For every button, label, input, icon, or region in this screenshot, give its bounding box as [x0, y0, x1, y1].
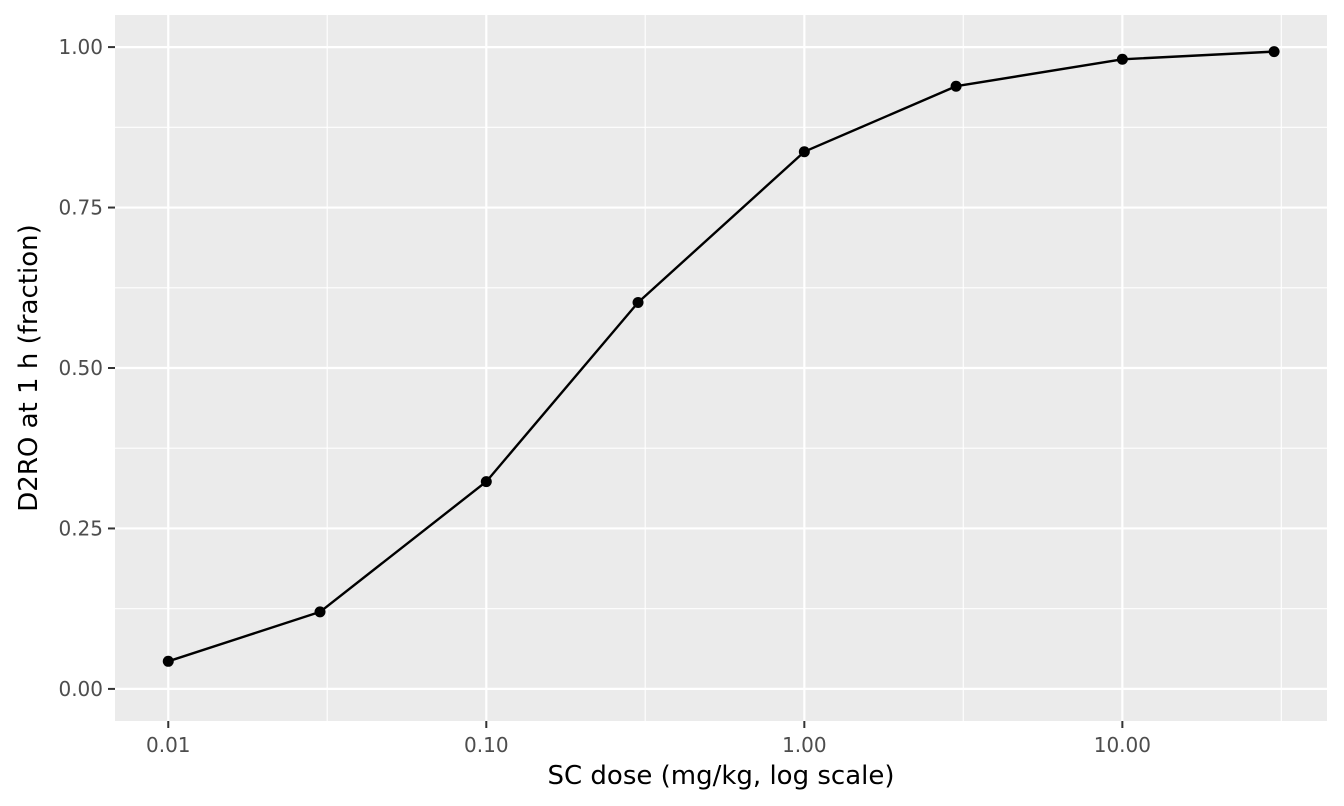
data-point [798, 146, 810, 158]
data-point [1116, 53, 1128, 65]
series-line [167, 50, 1275, 663]
y-tick-label: 0.75 [58, 196, 103, 220]
x-tick-label: 0.10 [464, 733, 509, 757]
y-axis-title: D2RO at 1 h (fraction) [14, 224, 44, 511]
y-tick-label: 0.00 [58, 677, 103, 701]
y-tick-label: 0.50 [58, 356, 103, 380]
grid-major [115, 15, 1327, 721]
x-tick-label: 0.01 [146, 733, 191, 757]
data-point [480, 476, 492, 488]
tick-labels: 0.01 0.10 1.00 10.00 0.00 0.25 0.50 0.75 1.00 [58, 35, 1151, 757]
x-axis-title: SC dose (mg/kg, log scale) [547, 761, 894, 791]
data-point [950, 80, 962, 92]
y-tick-label: 1.00 [58, 35, 103, 59]
data-point [314, 606, 326, 618]
data-point [162, 655, 174, 667]
data-point [632, 297, 644, 309]
axis-ticks [108, 46, 1124, 728]
series-layer [162, 46, 1280, 667]
y-tick-label: 0.25 [58, 516, 103, 540]
x-tick-label: 10.00 [1094, 733, 1151, 757]
x-tick-label: 1.00 [782, 733, 827, 757]
data-point [1268, 46, 1280, 58]
